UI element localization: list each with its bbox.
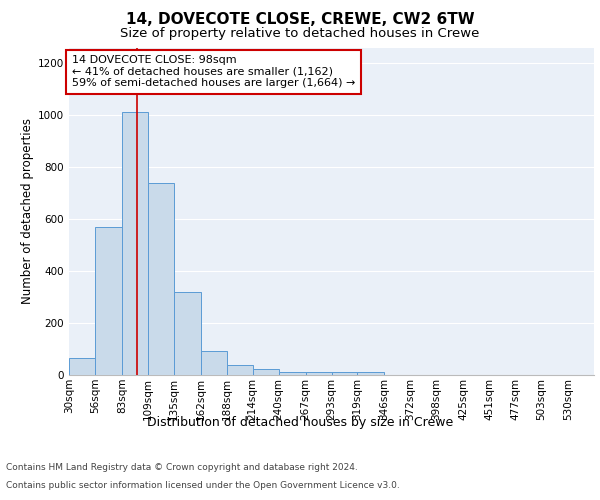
Bar bbox=[174, 292, 201, 375]
Bar bbox=[253, 370, 278, 375]
Bar bbox=[331, 372, 358, 375]
Bar bbox=[278, 372, 305, 375]
Bar bbox=[201, 351, 227, 375]
Text: Distribution of detached houses by size in Crewe: Distribution of detached houses by size … bbox=[147, 416, 453, 429]
Text: 14, DOVECOTE CLOSE, CREWE, CW2 6TW: 14, DOVECOTE CLOSE, CREWE, CW2 6TW bbox=[125, 12, 475, 28]
Y-axis label: Number of detached properties: Number of detached properties bbox=[21, 118, 34, 304]
Text: Contains HM Land Registry data © Crown copyright and database right 2024.: Contains HM Land Registry data © Crown c… bbox=[6, 464, 358, 472]
Bar bbox=[122, 112, 148, 375]
Bar bbox=[358, 372, 385, 375]
Bar bbox=[305, 372, 331, 375]
Bar bbox=[148, 182, 174, 375]
Text: 14 DOVECOTE CLOSE: 98sqm
← 41% of detached houses are smaller (1,162)
59% of sem: 14 DOVECOTE CLOSE: 98sqm ← 41% of detach… bbox=[72, 56, 355, 88]
Bar bbox=[69, 358, 95, 375]
Text: Contains public sector information licensed under the Open Government Licence v3: Contains public sector information licen… bbox=[6, 481, 400, 490]
Bar bbox=[227, 364, 253, 375]
Text: Size of property relative to detached houses in Crewe: Size of property relative to detached ho… bbox=[121, 28, 479, 40]
Bar bbox=[95, 227, 122, 375]
